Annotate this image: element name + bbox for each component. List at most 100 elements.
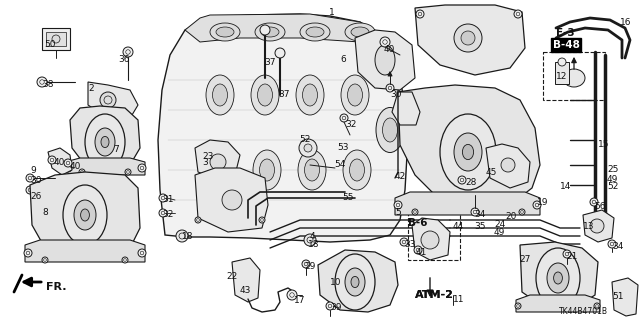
- Ellipse shape: [536, 248, 580, 308]
- Circle shape: [533, 201, 541, 209]
- Circle shape: [563, 250, 571, 258]
- Text: 4: 4: [310, 232, 316, 241]
- Circle shape: [159, 194, 167, 202]
- Text: 27: 27: [519, 255, 531, 264]
- Polygon shape: [486, 144, 530, 188]
- Polygon shape: [195, 168, 268, 232]
- Text: 16: 16: [620, 18, 632, 27]
- Circle shape: [461, 31, 475, 45]
- Circle shape: [458, 176, 466, 184]
- Text: 44: 44: [453, 222, 464, 231]
- Text: 6: 6: [340, 55, 346, 64]
- Text: 32: 32: [162, 210, 173, 219]
- Circle shape: [79, 169, 85, 175]
- Ellipse shape: [440, 114, 496, 190]
- Circle shape: [222, 190, 242, 210]
- Text: 33: 33: [404, 240, 415, 249]
- Text: 15: 15: [598, 140, 609, 149]
- Polygon shape: [318, 250, 398, 312]
- Circle shape: [37, 77, 47, 87]
- Ellipse shape: [251, 75, 279, 115]
- Text: 45: 45: [486, 168, 497, 177]
- Circle shape: [414, 246, 422, 254]
- Text: 14: 14: [560, 182, 572, 191]
- Text: 2: 2: [88, 84, 93, 93]
- Text: 23: 23: [202, 152, 213, 161]
- Ellipse shape: [349, 159, 365, 181]
- Circle shape: [42, 257, 48, 263]
- Text: FR.: FR.: [46, 282, 67, 292]
- Text: 34: 34: [612, 242, 623, 251]
- Polygon shape: [516, 295, 600, 312]
- Ellipse shape: [376, 108, 404, 152]
- Text: 22: 22: [226, 272, 237, 281]
- Circle shape: [304, 234, 316, 246]
- Text: 52: 52: [299, 135, 310, 144]
- Text: 31: 31: [162, 195, 173, 204]
- Text: B-6: B-6: [408, 218, 428, 228]
- Polygon shape: [398, 85, 540, 210]
- Ellipse shape: [74, 200, 96, 230]
- Ellipse shape: [454, 133, 482, 171]
- Ellipse shape: [343, 150, 371, 190]
- Text: 42: 42: [395, 172, 406, 181]
- Polygon shape: [25, 240, 145, 262]
- Ellipse shape: [306, 27, 324, 37]
- Ellipse shape: [216, 27, 234, 37]
- Polygon shape: [415, 5, 525, 75]
- Ellipse shape: [348, 84, 362, 106]
- Text: B-48: B-48: [552, 40, 579, 50]
- Text: 49: 49: [607, 175, 618, 184]
- Ellipse shape: [52, 35, 60, 43]
- Circle shape: [394, 201, 402, 209]
- Text: 36: 36: [118, 55, 129, 64]
- Ellipse shape: [206, 75, 234, 115]
- Circle shape: [326, 302, 334, 310]
- Bar: [46, 32, 66, 46]
- Polygon shape: [520, 242, 598, 308]
- Ellipse shape: [375, 45, 395, 75]
- Ellipse shape: [212, 84, 227, 106]
- Circle shape: [400, 238, 408, 246]
- Ellipse shape: [345, 23, 375, 41]
- Circle shape: [304, 144, 312, 152]
- Circle shape: [48, 156, 56, 164]
- Text: 10: 10: [330, 278, 342, 287]
- Text: 41: 41: [416, 248, 428, 257]
- Text: 9: 9: [30, 166, 36, 175]
- Circle shape: [594, 303, 600, 309]
- Text: B-48: B-48: [553, 40, 580, 50]
- Text: ATM-2: ATM-2: [415, 290, 454, 300]
- Ellipse shape: [351, 27, 369, 37]
- Circle shape: [125, 169, 131, 175]
- Ellipse shape: [563, 69, 585, 87]
- Circle shape: [123, 47, 133, 57]
- Text: 21: 21: [566, 252, 577, 261]
- Polygon shape: [412, 218, 450, 260]
- Circle shape: [501, 158, 515, 172]
- Circle shape: [287, 290, 297, 300]
- Bar: [543, 52, 605, 100]
- Circle shape: [159, 209, 167, 217]
- Text: 34: 34: [474, 210, 485, 219]
- Circle shape: [275, 48, 285, 58]
- Ellipse shape: [351, 276, 359, 288]
- Text: 51: 51: [612, 292, 623, 301]
- Text: 37: 37: [264, 58, 275, 67]
- Text: 20: 20: [505, 212, 516, 221]
- Ellipse shape: [341, 75, 369, 115]
- Ellipse shape: [259, 159, 275, 181]
- Text: 52: 52: [607, 182, 618, 191]
- Circle shape: [122, 257, 128, 263]
- Bar: [288, 128, 350, 176]
- Polygon shape: [185, 14, 380, 48]
- Text: 50: 50: [44, 40, 56, 49]
- Text: 17: 17: [294, 296, 305, 305]
- Circle shape: [64, 164, 72, 172]
- Text: 55: 55: [342, 193, 353, 202]
- Ellipse shape: [303, 84, 317, 106]
- Polygon shape: [612, 278, 638, 316]
- Ellipse shape: [101, 137, 109, 148]
- Circle shape: [24, 249, 32, 257]
- Text: 30: 30: [390, 90, 401, 99]
